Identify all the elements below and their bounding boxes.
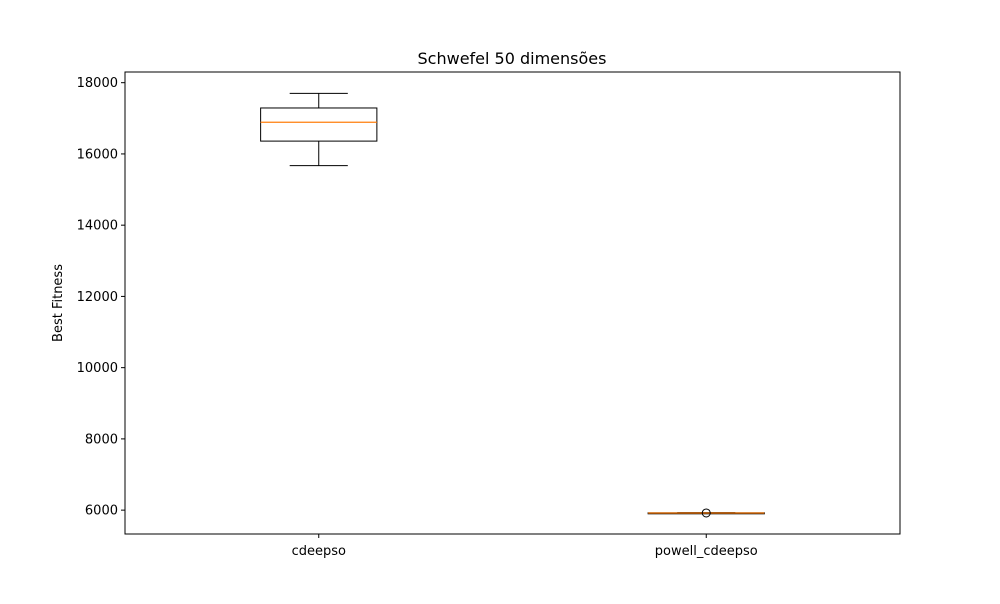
y-tick-label: 6000 bbox=[85, 504, 118, 519]
x-tick-label: cdeepso bbox=[292, 544, 346, 559]
chart-title: Schwefel 50 dimensões bbox=[418, 49, 607, 68]
plot-area: 6000 8000 10000 12000 14000 16000 18000 cdeepso… bbox=[77, 76, 765, 559]
x-tick-label: powell_cdeepso bbox=[655, 544, 758, 559]
y-axis-label: Best Fitness bbox=[51, 264, 66, 342]
y-tick-label: 10000 bbox=[77, 361, 118, 376]
box-iqr bbox=[260, 107, 378, 142]
plot-frame bbox=[124, 71, 901, 535]
y-tick-label: 14000 bbox=[77, 219, 118, 234]
y-tick-label: 16000 bbox=[77, 147, 118, 162]
y-tick-label: 18000 bbox=[77, 76, 118, 91]
outlier-point bbox=[701, 508, 711, 518]
y-tick-label: 8000 bbox=[85, 432, 118, 447]
y-tick-label: 12000 bbox=[77, 290, 118, 305]
